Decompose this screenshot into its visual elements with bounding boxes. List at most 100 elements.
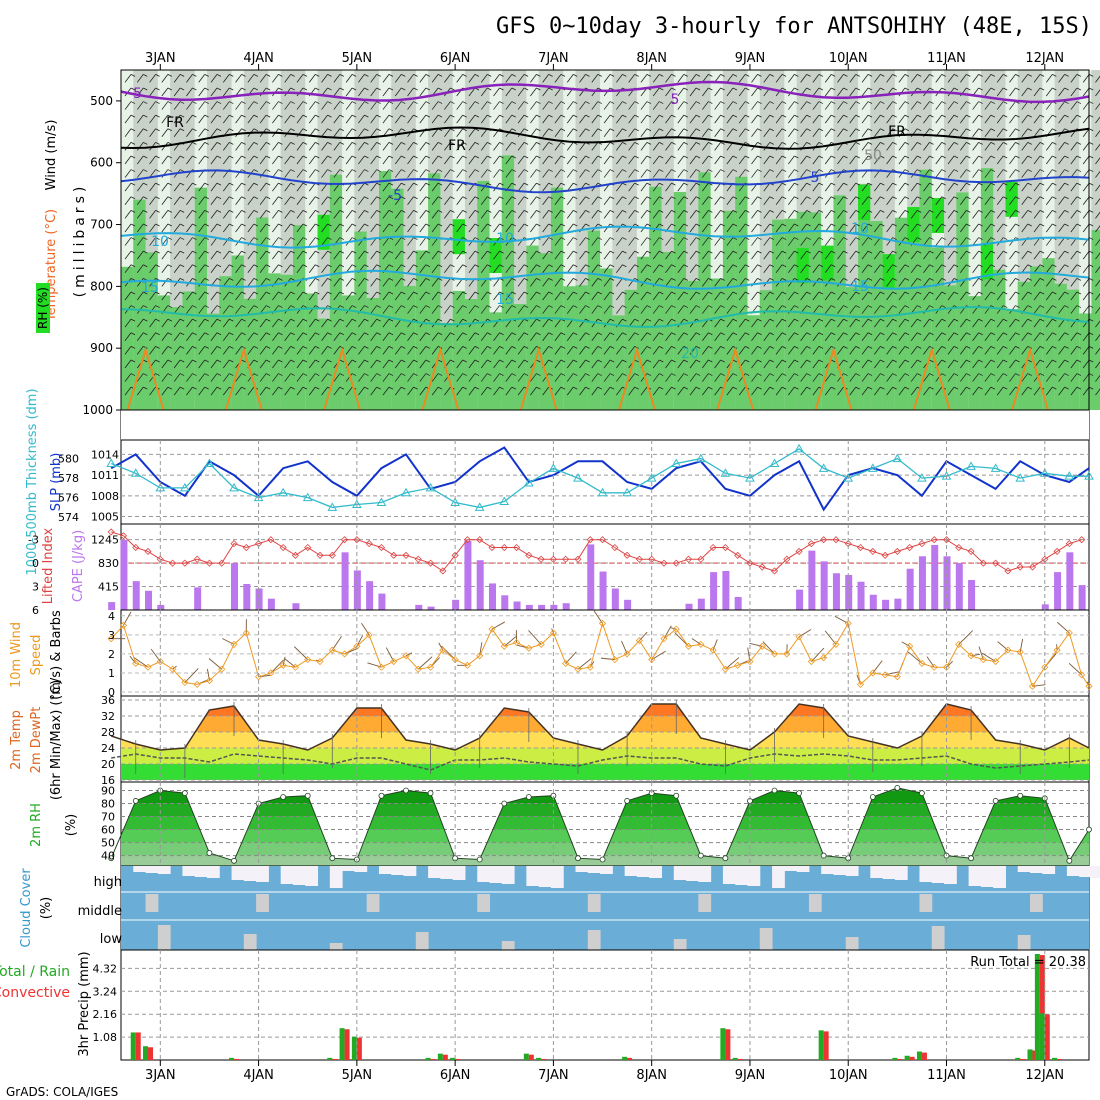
- wind-barb: [788, 373, 795, 382]
- rh-shade-cell: [121, 266, 135, 410]
- wind-barb: [800, 346, 807, 355]
- wind-barb-flag: [364, 264, 369, 268]
- wind-barb: [591, 346, 599, 355]
- wind-barb: [554, 264, 562, 274]
- cloud-high-gap: [477, 866, 491, 882]
- wind-barb: [1082, 264, 1090, 274]
- wind-barb-flag: [413, 142, 418, 145]
- lifted-index-marker: [660, 559, 668, 567]
- wind-barb: [702, 128, 709, 138]
- wind-barb-flag: [560, 250, 566, 254]
- wind-barb: [259, 223, 267, 233]
- rh-marker: [919, 790, 925, 797]
- wind-barb: [861, 291, 869, 301]
- wind-barb-flag: [204, 155, 209, 159]
- wind-barb-flag: [462, 318, 467, 322]
- wind-barb: [505, 210, 513, 219]
- wind-barb: [210, 332, 218, 342]
- wind-barb: [345, 332, 353, 342]
- wind-barb-flag: [167, 346, 173, 349]
- wind-barb: [136, 264, 144, 274]
- cloud-high-gap: [587, 866, 601, 873]
- wind-barb: [149, 101, 156, 110]
- wind-barb-flag: [462, 237, 467, 240]
- wind-barb-flag: [216, 196, 222, 200]
- wind-barb-flag: [892, 373, 897, 376]
- wind-barb-flag: [290, 196, 295, 200]
- rh-shade-cell: [956, 192, 970, 410]
- wind-barb-flag: [487, 291, 492, 295]
- wind-barb-flag: [880, 359, 885, 363]
- lifted-index-marker: [684, 555, 693, 563]
- wind-barb: [456, 114, 463, 124]
- wind-barb: [1009, 155, 1016, 165]
- wind-barb: [468, 114, 476, 124]
- wind-barb-flag: [462, 332, 467, 336]
- wind-barb-flag: [917, 291, 922, 295]
- wind10-tick-label: 4: [108, 610, 115, 623]
- wind-barb-flag: [536, 182, 541, 186]
- wind-barb-flag: [425, 318, 431, 322]
- rh-shade-cell: [415, 250, 430, 410]
- wind-speed-marker: [918, 659, 926, 667]
- wind-barb: [874, 182, 881, 192]
- wind-barb: [861, 210, 869, 219]
- wind-barb-flag: [659, 318, 664, 322]
- wind-barb: [640, 305, 648, 314]
- wind-barb-flag: [290, 250, 295, 254]
- wind-barb: [321, 196, 328, 206]
- wind-barb-flag: [364, 196, 369, 200]
- wind-barb: [837, 114, 844, 124]
- wind-barb: [923, 250, 930, 260]
- wind-barb-flag: [548, 155, 553, 159]
- wind-barb: [788, 386, 795, 396]
- wind-barb-flag: [413, 250, 418, 254]
- wind-barb: [947, 346, 955, 355]
- wind-barb: [751, 196, 758, 206]
- wind-barb: [984, 264, 992, 274]
- wind-barb: [1058, 155, 1065, 165]
- wind-barb: [751, 250, 758, 260]
- cape-bar: [722, 570, 730, 610]
- wind-barb-flag: [167, 386, 173, 390]
- wind-barb-flag: [818, 332, 824, 336]
- wind-barb: [1070, 250, 1078, 260]
- wind-barb-flag: [179, 223, 185, 227]
- wind-barb: [284, 318, 292, 328]
- wind-barb: [775, 155, 783, 165]
- wind-barb-flag: [781, 101, 787, 104]
- wind-barb: [1033, 305, 1041, 314]
- wind-barb-flag: [437, 332, 443, 336]
- wind-barb: [726, 373, 734, 382]
- wind-barb: [259, 305, 267, 314]
- cape-bar: [157, 604, 165, 610]
- lifted-index-marker: [414, 555, 422, 563]
- date-label-top: 10JAN: [829, 51, 868, 66]
- wind-barb: [984, 182, 992, 192]
- wind-barb: [345, 87, 353, 97]
- wind-barb-flag: [978, 182, 983, 186]
- cloud-high-gap: [931, 866, 945, 883]
- wind-barb-flag: [659, 128, 664, 132]
- wind-barb: [382, 74, 390, 83]
- wind-barb-flag: [388, 359, 394, 363]
- wind-barb: [1045, 373, 1053, 382]
- lifted-index-marker: [758, 563, 766, 571]
- wind-barb-flag: [622, 74, 627, 77]
- wind-barb-flag: [339, 373, 345, 376]
- wind-barb: [972, 196, 979, 206]
- thickness-marker: [1084, 471, 1094, 480]
- wind-barb-flag: [229, 87, 234, 91]
- wind-barb: [1009, 210, 1016, 219]
- wind-barb: [947, 210, 955, 219]
- wind-barb-flag: [659, 87, 664, 91]
- wind-barb-flag: [634, 373, 639, 376]
- wind-barb: [652, 128, 660, 138]
- wind-barb-flag: [683, 305, 688, 308]
- wind-barb-flag: [953, 291, 959, 295]
- wind-barb: [689, 346, 697, 355]
- wind-barb-flag: [855, 223, 860, 227]
- wind-barb: [689, 114, 697, 124]
- wind-barb-flag: [671, 291, 676, 295]
- wind-barb-flag: [622, 223, 627, 227]
